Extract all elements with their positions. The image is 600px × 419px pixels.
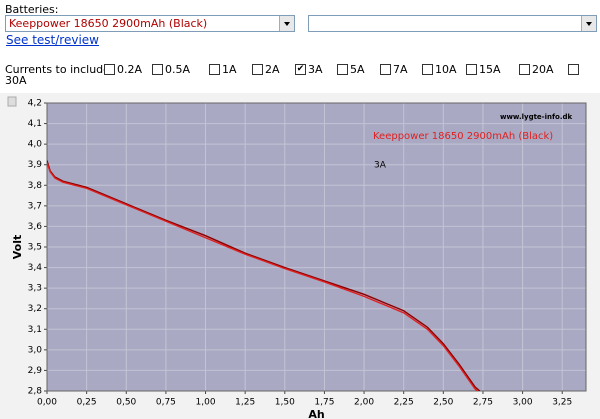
y-tick-label: 3,4	[28, 263, 43, 273]
x-tick-label: 1,50	[275, 398, 295, 408]
x-tick-label: 1,25	[235, 398, 255, 408]
y-tick-label: 3,1	[28, 325, 42, 335]
dropdown-button[interactable]	[581, 16, 596, 31]
currents-label: Currents to include:	[5, 63, 114, 76]
batteries-label: Batteries:	[5, 3, 59, 16]
y-tick-label: 4,1	[28, 119, 42, 129]
x-tick-label: 3,25	[552, 398, 572, 408]
checkbox-label: 10A	[435, 63, 457, 76]
checkbox-label: 2A	[265, 63, 280, 76]
checkbox-label: 7A	[393, 63, 408, 76]
y-tick-label: 2,9	[28, 366, 43, 376]
checkbox-label: 20A	[532, 63, 554, 76]
checkbox[interactable]	[568, 64, 579, 75]
y-tick-label: 4,2	[28, 99, 42, 109]
checkbox-label: 5A	[350, 63, 365, 76]
y-tick-label: 3,7	[28, 201, 42, 211]
data-line	[47, 162, 479, 391]
x-tick-label: 0,50	[116, 398, 136, 408]
checkbox[interactable]	[152, 64, 163, 75]
y-tick-label: 3,2	[28, 304, 42, 314]
annotation: 3A	[374, 161, 387, 171]
x-tick-label: 1,75	[314, 398, 334, 408]
x-tick-label: 2,00	[354, 398, 374, 408]
x-tick-label: 0,25	[77, 398, 97, 408]
y-tick-label: 2,8	[28, 387, 43, 397]
plot-border	[46, 102, 587, 392]
x-axis-label: Ah	[308, 408, 324, 419]
x-tick-label: 2,50	[433, 398, 453, 408]
x-tick-label: 1,00	[196, 398, 216, 408]
checkbox[interactable]	[466, 64, 477, 75]
checkbox[interactable]	[252, 64, 263, 75]
checkbox-label: 1A	[222, 63, 237, 76]
watermark: www.lygte-info.dk	[500, 113, 572, 121]
x-tick-label: 2,75	[473, 398, 493, 408]
dropdown-button[interactable]	[279, 16, 294, 31]
legend-entry: Keeppower 18650 2900mAh (Black)	[373, 131, 553, 142]
data-line	[47, 160, 481, 391]
checkbox[interactable]	[104, 64, 115, 75]
select-text: Keeppower 18650 2900mAh (Black)	[9, 17, 208, 30]
checkbox-label: 30A	[5, 74, 27, 87]
x-tick-label: 3,00	[513, 398, 533, 408]
chart: 2,8 2,9 3,0 3,1 3,2 3,3 3,4 3,5 3,6 3,7 3,8 3,9 4,0 4…	[0, 93, 600, 419]
y-tick-label: 3,3	[28, 284, 42, 294]
battery-select[interactable]: Keeppower 18650 2900mAh (Black)	[5, 15, 295, 32]
checkbox-label: 15A	[479, 63, 501, 76]
x-tick-label: 2,25	[394, 398, 414, 408]
checkbox-label: 3A	[308, 63, 323, 76]
checkbox[interactable]	[380, 64, 391, 75]
battery-select-2[interactable]	[308, 15, 597, 32]
chart-icon	[7, 96, 17, 107]
y-tick-label: 3,0	[28, 345, 43, 355]
review-link[interactable]: See test/review	[6, 33, 99, 47]
y-tick-label: 3,5	[28, 243, 42, 253]
checkbox-label: 0.2A	[117, 63, 143, 76]
checkbox[interactable]: ✔	[295, 64, 306, 75]
x-tick-label: 0,00	[37, 398, 57, 408]
y-tick-label: 3,8	[28, 181, 43, 191]
y-axis-label: Volt	[11, 235, 24, 260]
y-tick-label: 3,6	[28, 222, 43, 232]
checkbox[interactable]	[209, 64, 220, 75]
checkbox[interactable]	[337, 64, 348, 75]
x-tick-label: 0,75	[156, 398, 176, 408]
checkbox[interactable]	[422, 64, 433, 75]
checkbox[interactable]	[519, 64, 530, 75]
y-tick-label: 4,0	[28, 140, 43, 150]
checkbox-label: 0.5A	[165, 63, 191, 76]
y-tick-label: 3,9	[28, 160, 43, 170]
